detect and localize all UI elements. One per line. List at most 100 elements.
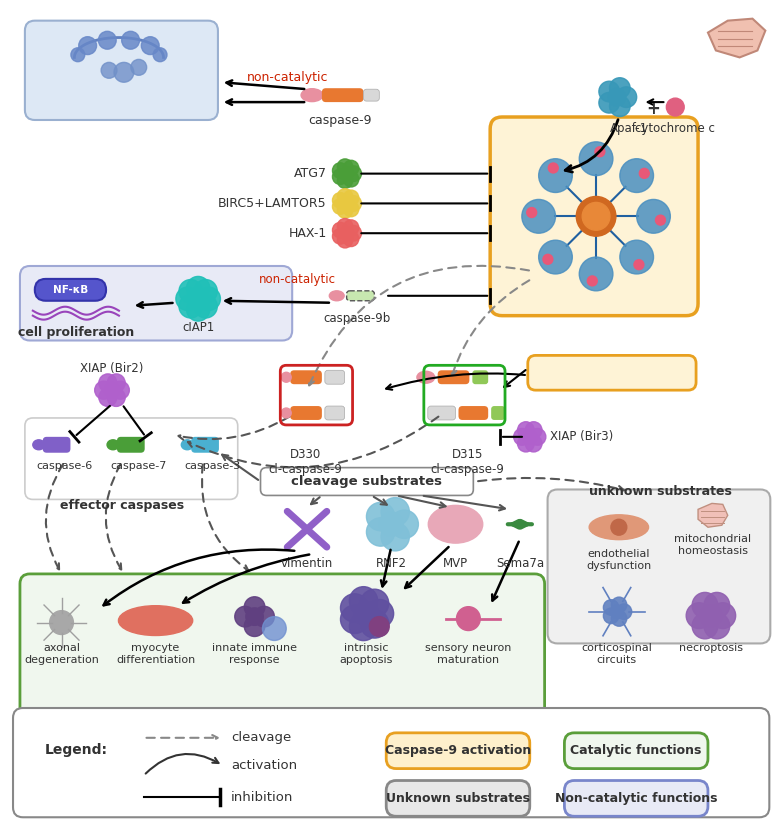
Circle shape [457, 606, 480, 630]
Circle shape [187, 277, 210, 300]
Circle shape [692, 592, 718, 618]
Circle shape [332, 192, 348, 208]
Circle shape [142, 36, 160, 55]
Circle shape [337, 219, 353, 234]
FancyBboxPatch shape [290, 406, 322, 420]
Circle shape [361, 610, 389, 638]
Text: MVP: MVP [443, 557, 468, 570]
Circle shape [576, 197, 616, 236]
Circle shape [640, 169, 649, 178]
Text: D315
cl-caspase-9: D315 cl-caspase-9 [430, 448, 504, 476]
Circle shape [343, 160, 359, 176]
Circle shape [579, 142, 613, 176]
Circle shape [361, 589, 389, 618]
Text: BIRC5+LAMTOR5: BIRC5+LAMTOR5 [218, 197, 327, 210]
Text: ATG7: ATG7 [294, 167, 327, 180]
Text: cIAP1: cIAP1 [182, 320, 214, 334]
Circle shape [599, 93, 619, 113]
Circle shape [608, 88, 626, 106]
FancyBboxPatch shape [290, 370, 322, 384]
FancyBboxPatch shape [322, 88, 364, 102]
FancyBboxPatch shape [438, 370, 469, 384]
Circle shape [244, 596, 265, 617]
Circle shape [527, 207, 536, 217]
FancyBboxPatch shape [20, 266, 292, 340]
Circle shape [543, 254, 553, 264]
FancyBboxPatch shape [364, 89, 379, 101]
Text: Apaf-1: Apaf-1 [610, 122, 647, 135]
Text: vimentin: vimentin [281, 557, 333, 570]
Circle shape [620, 240, 654, 274]
Text: inhibition: inhibition [231, 791, 293, 804]
Text: effector caspases: effector caspases [60, 500, 184, 512]
Circle shape [583, 202, 610, 230]
Circle shape [610, 605, 623, 618]
Circle shape [107, 388, 125, 406]
Circle shape [655, 216, 665, 225]
Circle shape [176, 287, 199, 311]
Text: cytochrome c: cytochrome c [635, 122, 716, 135]
Circle shape [609, 78, 630, 98]
Circle shape [579, 257, 613, 291]
Circle shape [616, 87, 637, 107]
FancyBboxPatch shape [472, 370, 488, 384]
FancyBboxPatch shape [325, 370, 345, 384]
Circle shape [346, 225, 361, 241]
Text: Caspase-9 activation: Caspase-9 activation [385, 744, 531, 757]
Text: intrinsic
apoptosis: intrinsic apoptosis [339, 643, 393, 665]
FancyBboxPatch shape [491, 406, 505, 420]
FancyBboxPatch shape [490, 117, 698, 316]
Text: axonal
degeneration: axonal degeneration [24, 643, 99, 665]
FancyBboxPatch shape [565, 781, 708, 816]
Circle shape [365, 600, 393, 628]
Text: Unknown substrates: Unknown substrates [386, 792, 530, 805]
Circle shape [332, 169, 348, 184]
Circle shape [71, 48, 84, 62]
Ellipse shape [589, 515, 648, 539]
Polygon shape [708, 19, 766, 58]
Circle shape [194, 279, 217, 303]
FancyBboxPatch shape [547, 490, 770, 643]
Circle shape [107, 374, 125, 392]
Circle shape [539, 240, 572, 274]
Circle shape [539, 159, 572, 192]
Text: Non-catalytic functions: Non-catalytic functions [555, 792, 717, 805]
Circle shape [518, 422, 534, 439]
Text: XIAP (Bir2): XIAP (Bir2) [81, 363, 144, 375]
Circle shape [346, 196, 361, 211]
FancyBboxPatch shape [386, 733, 529, 768]
Circle shape [343, 190, 359, 206]
FancyBboxPatch shape [117, 437, 145, 453]
Circle shape [604, 608, 619, 624]
Circle shape [350, 612, 378, 641]
Circle shape [340, 594, 369, 622]
Text: caspase-3: caspase-3 [185, 461, 241, 471]
FancyBboxPatch shape [325, 406, 345, 420]
Circle shape [79, 36, 96, 55]
Circle shape [343, 220, 359, 235]
Text: +: + [647, 100, 661, 118]
Circle shape [620, 159, 654, 192]
Circle shape [337, 173, 353, 188]
Circle shape [332, 229, 348, 244]
Text: D330
cl-caspase-9: D330 cl-caspase-9 [268, 448, 342, 476]
FancyBboxPatch shape [528, 355, 696, 390]
Circle shape [340, 197, 353, 210]
Ellipse shape [107, 439, 119, 449]
Circle shape [354, 601, 378, 625]
Circle shape [514, 429, 530, 445]
Text: Sema7a: Sema7a [496, 557, 544, 570]
Text: caspase-7: caspase-7 [110, 461, 167, 471]
Text: corticospinal
circuits: corticospinal circuits [582, 643, 652, 665]
Circle shape [369, 617, 389, 637]
Text: HAX-1: HAX-1 [289, 226, 327, 240]
Circle shape [381, 497, 409, 526]
Circle shape [522, 430, 536, 444]
Circle shape [49, 610, 74, 634]
FancyBboxPatch shape [13, 708, 769, 817]
Circle shape [104, 382, 120, 398]
Circle shape [612, 610, 627, 626]
Circle shape [332, 199, 348, 214]
Circle shape [612, 597, 627, 613]
Text: myocyte
differentiation: myocyte differentiation [116, 643, 196, 665]
